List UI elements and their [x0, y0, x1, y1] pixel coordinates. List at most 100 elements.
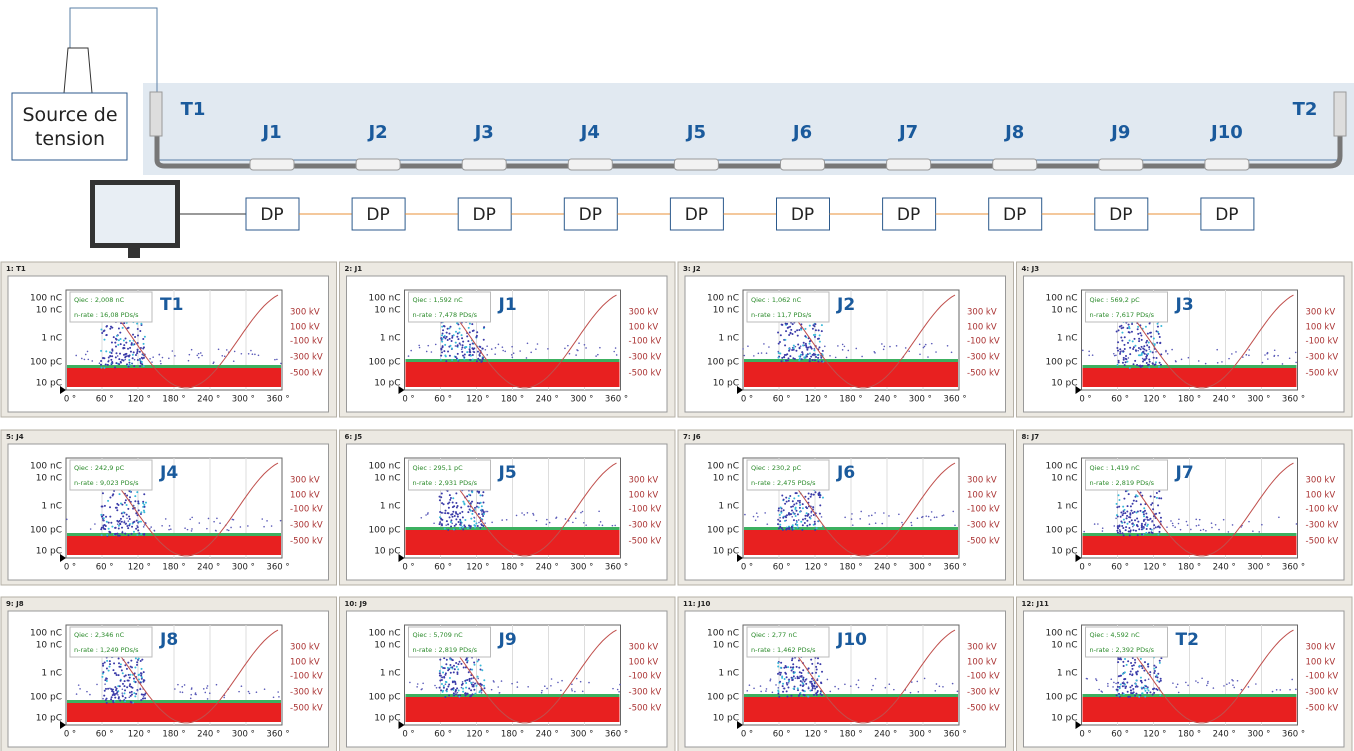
y-right-label: -100 kV — [290, 505, 323, 515]
pd-dot — [451, 359, 454, 362]
pd-dot — [927, 356, 929, 358]
y-right-label: -300 kV — [629, 521, 662, 531]
pd-dot — [819, 504, 822, 507]
y-right-label: -100 kV — [967, 505, 1000, 515]
pd-dot — [1115, 694, 1118, 697]
pd-dot — [478, 521, 480, 524]
pd-dot — [1123, 508, 1126, 511]
pd-dot — [450, 340, 453, 343]
pd-dot — [794, 506, 797, 509]
pd-dot — [1122, 664, 1125, 667]
noise-edge — [405, 359, 620, 362]
y-right-label: 300 kV — [290, 308, 320, 318]
x-label: 0 ° — [741, 395, 753, 405]
pd-dot — [810, 511, 813, 514]
pd-dot — [247, 353, 250, 355]
pd-dot — [114, 696, 117, 699]
pd-dot — [142, 695, 145, 698]
pd-dot — [1141, 533, 1143, 536]
y-left-label: 100 nC — [368, 294, 400, 304]
pd-dot — [476, 660, 479, 663]
pd-dot — [599, 346, 601, 349]
pd-dot — [1150, 503, 1153, 506]
pd-dot — [557, 681, 559, 684]
y-right-label: 100 kV — [1306, 658, 1336, 668]
y-right-label: -500 kV — [290, 704, 323, 714]
pd-dot — [1138, 664, 1141, 667]
pd-dot — [807, 492, 810, 495]
pd-dot — [416, 683, 419, 685]
pd-dot — [127, 527, 130, 530]
pd-dot — [240, 685, 243, 688]
pd-dot — [791, 657, 794, 660]
panel-label: T1 — [160, 295, 183, 315]
y-right-label: -500 kV — [629, 704, 662, 714]
pd-dot — [1123, 685, 1125, 687]
pd-dot — [1126, 522, 1129, 525]
pd-dot — [1186, 524, 1189, 526]
pd-dot — [451, 501, 454, 504]
y-left-label: 1 nC — [41, 502, 62, 512]
y-left-label: 10 nC — [36, 474, 62, 484]
pd-dot — [1206, 684, 1208, 687]
pd-dot — [779, 506, 782, 509]
source-label: Source de tension — [22, 104, 117, 150]
pd-dot — [574, 690, 576, 693]
pd-dot — [136, 334, 139, 337]
pd-dot — [100, 360, 103, 363]
pd-dot — [142, 338, 145, 341]
pd-dot — [1121, 514, 1124, 517]
pd-dot — [440, 354, 443, 357]
pd-dot — [1279, 689, 1282, 691]
y-left-label: 10 pC — [713, 714, 739, 724]
pd-dot — [142, 342, 145, 345]
pd-dot — [500, 680, 503, 682]
pd-dot — [127, 355, 130, 358]
pd-dot — [128, 490, 131, 493]
y-right-label: 300 kV — [290, 476, 320, 486]
pd-dot — [808, 357, 811, 360]
pd-dot — [441, 332, 444, 335]
pd-dot — [439, 358, 442, 361]
pd-dot — [474, 526, 477, 529]
pd-dot — [910, 521, 913, 524]
pd-dot — [780, 511, 783, 514]
pd-dot — [1291, 678, 1293, 681]
marker — [1075, 386, 1082, 394]
pd-dot — [136, 348, 139, 351]
pd-dot — [784, 671, 787, 674]
pd-dot — [122, 515, 125, 518]
x-label: 60 ° — [96, 563, 114, 573]
pd-dot — [133, 692, 136, 695]
pd-dot — [441, 502, 444, 505]
pd-dot — [471, 323, 474, 326]
pd-dot — [1143, 507, 1146, 510]
pd-dot — [585, 524, 587, 526]
pd-dot — [777, 665, 780, 668]
pd-dot — [811, 672, 814, 675]
pd-dot — [813, 682, 816, 685]
pd-dot — [1123, 336, 1126, 339]
pd-dot — [125, 504, 128, 507]
pd-dot — [190, 348, 193, 351]
pd-dot — [1116, 515, 1119, 518]
pd-dot — [233, 350, 236, 353]
pd-dot — [1170, 520, 1172, 522]
pd-dot — [115, 352, 118, 355]
pd-dot — [449, 663, 452, 666]
pd-dot — [797, 519, 800, 521]
pd-dot — [806, 514, 809, 517]
panel-header: 12: J11 — [1022, 600, 1049, 608]
pd-dot — [1153, 495, 1156, 498]
pd-dot — [910, 681, 913, 683]
pd-dot — [523, 514, 525, 516]
pd-dot — [1145, 685, 1148, 688]
pd-dot — [191, 516, 193, 519]
pd-dot — [280, 362, 282, 365]
pd-dot — [1139, 354, 1142, 357]
pd-dot — [478, 354, 481, 357]
pd-dot — [547, 348, 549, 350]
nrate: n-rate : 2,475 PDs/s — [751, 479, 816, 487]
pd-dot — [1273, 354, 1276, 357]
